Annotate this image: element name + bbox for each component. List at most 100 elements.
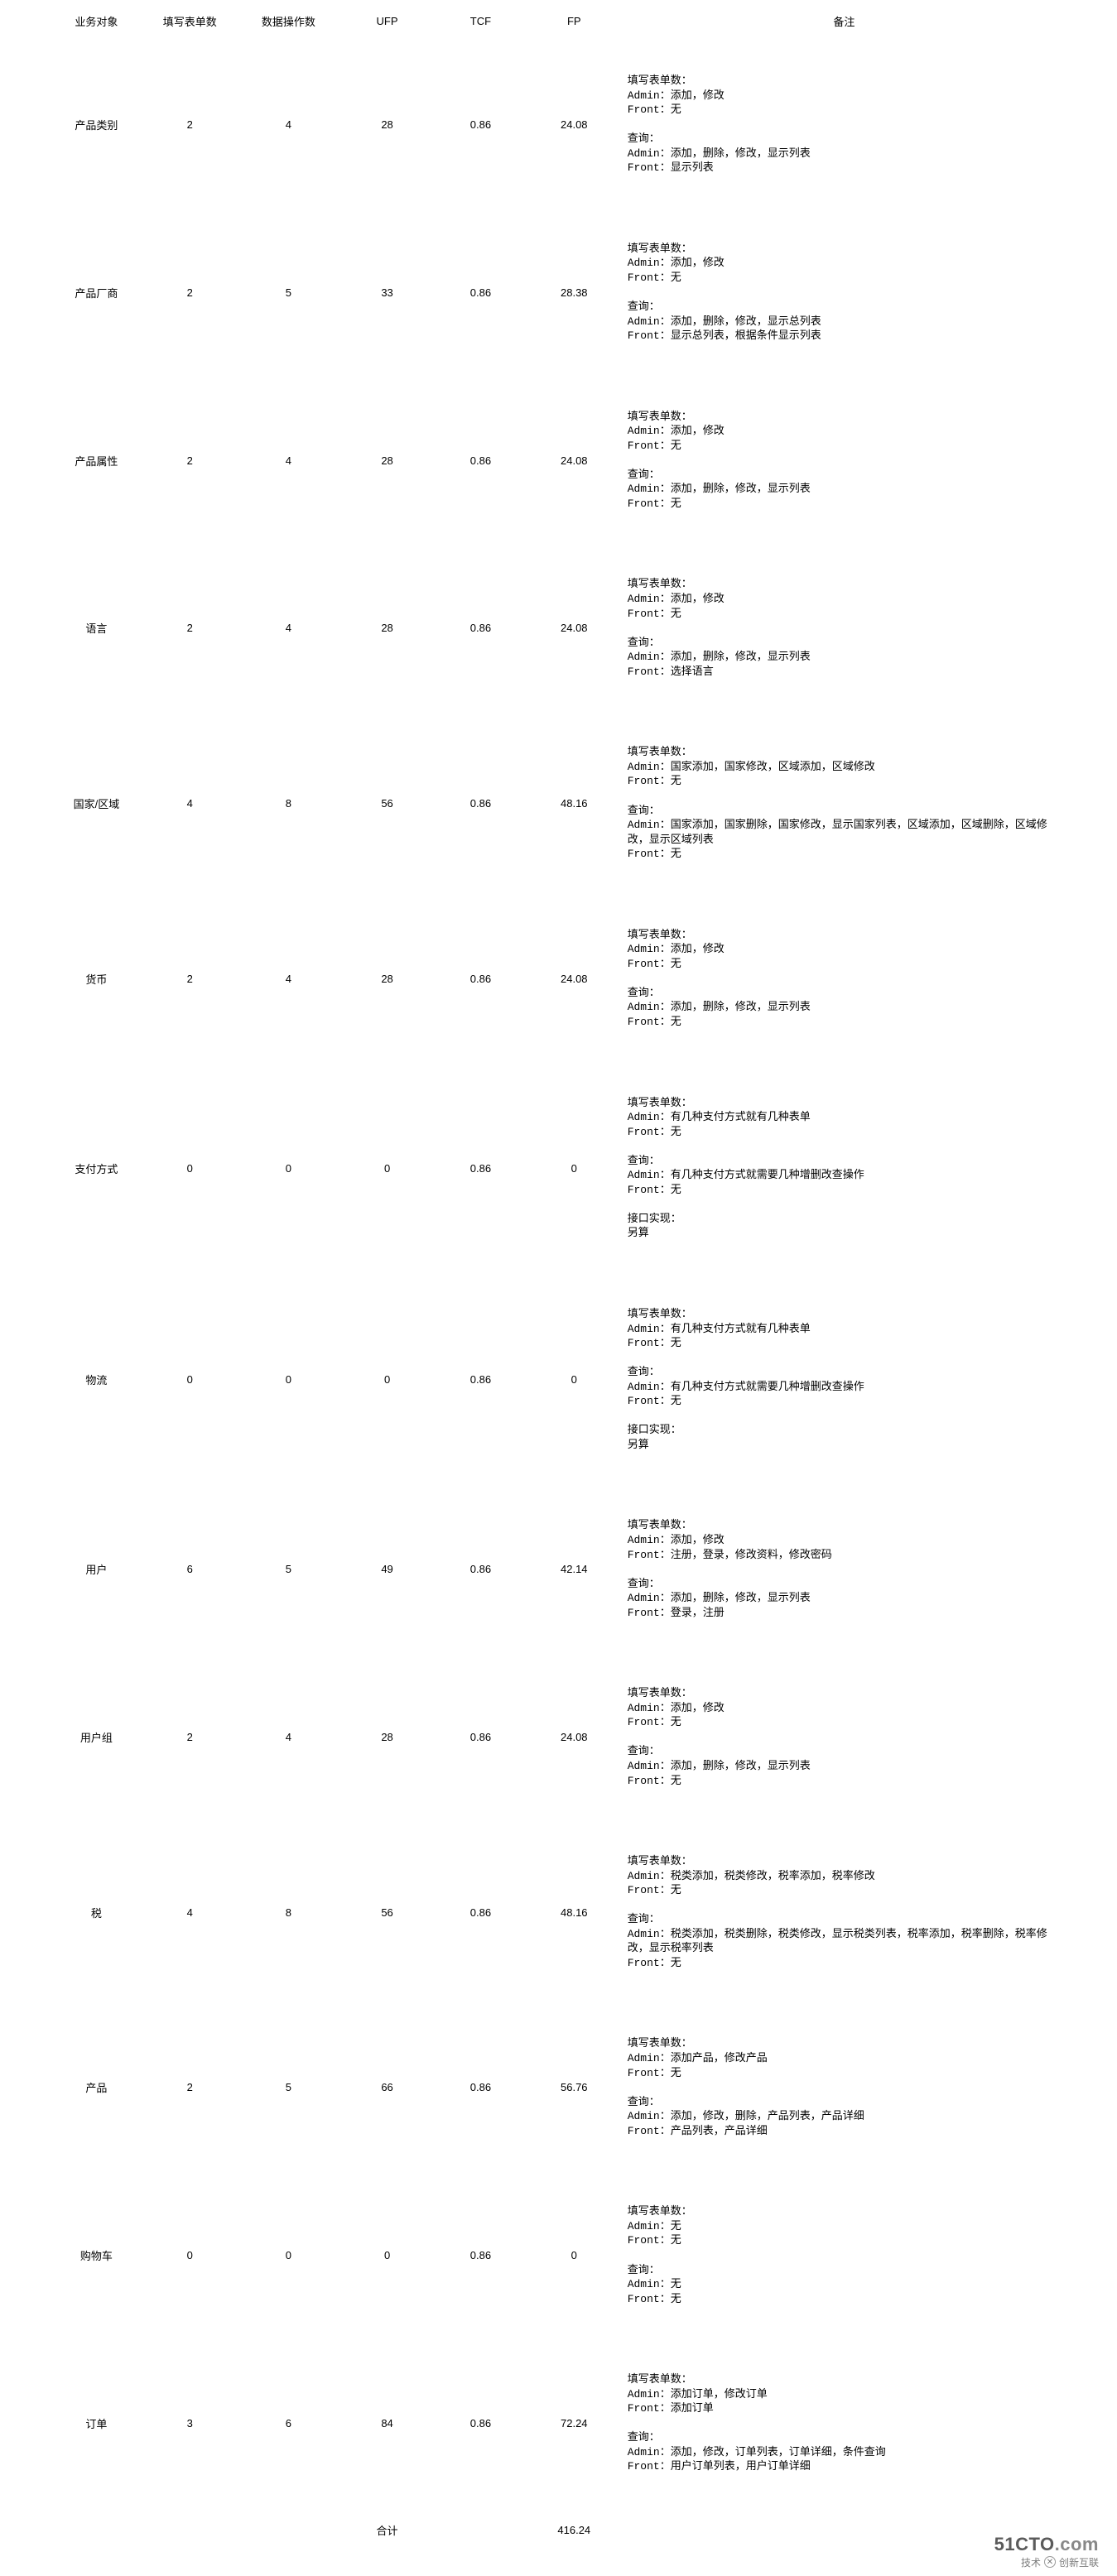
cell-notes: 填写表单数： Admin：添加产品，修改产品 Front：无 查询： Admin… [621, 2003, 1067, 2171]
table-row: 语言24280.8624.08填写表单数： Admin：添加，修改 Front：… [50, 544, 1067, 712]
table-row: 产品25660.8656.76填写表单数： Admin：添加产品，修改产品 Fr… [50, 2003, 1067, 2171]
cell-tcf: 0.86 [434, 2339, 527, 2507]
cell-ops: 0 [237, 1063, 340, 1274]
cell-fp: 56.76 [527, 2003, 621, 2171]
cell-fp: 0 [527, 2171, 621, 2339]
cell-notes: 填写表单数： Admin：添加，修改 Front：无 查询： Admin：添加，… [621, 895, 1067, 1063]
cell-ufp: 28 [340, 41, 434, 209]
cell-tcf: 0.86 [434, 1821, 527, 2003]
cell-fp: 24.08 [527, 544, 621, 712]
cell-obj: 购物车 [50, 2171, 143, 2339]
cell-ops: 4 [237, 895, 340, 1063]
cell-ops: 4 [237, 41, 340, 209]
cell-ufp: 0 [340, 2171, 434, 2339]
cell-obj: 税 [50, 1821, 143, 2003]
table-body: 产品类别24280.8624.08填写表单数： Admin：添加，修改 Fron… [50, 41, 1067, 2543]
cell-tcf: 0.86 [434, 712, 527, 894]
table-row: 货币24280.8624.08填写表单数： Admin：添加，修改 Front：… [50, 895, 1067, 1063]
cell-forms: 0 [143, 1274, 237, 1485]
cell-notes: 填写表单数： Admin：添加，修改 Front：无 查询： Admin：添加，… [621, 1653, 1067, 1821]
cell-tcf: 0.86 [434, 544, 527, 712]
table-row: 产品属性24280.8624.08填写表单数： Admin：添加，修改 Fron… [50, 377, 1067, 545]
header-notes: 备注 [621, 8, 1067, 41]
cell-tcf: 0.86 [434, 895, 527, 1063]
cell-ops: 8 [237, 712, 340, 894]
cell-tcf: 0.86 [434, 41, 527, 209]
cell-forms: 2 [143, 895, 237, 1063]
cell-forms: 6 [143, 1485, 237, 1653]
cell-fp: 48.16 [527, 1821, 621, 2003]
header-forms: 填写表单数 [143, 8, 237, 41]
header-fp: FP [527, 8, 621, 41]
cell-ops: 0 [237, 2171, 340, 2339]
cell-fp: 24.08 [527, 377, 621, 545]
cell-forms: 2 [143, 544, 237, 712]
table-header: 业务对象 填写表单数 数据操作数 UFP TCF FP 备注 [50, 8, 1067, 41]
cell-fp: 42.14 [527, 1485, 621, 1653]
cell-notes: 填写表单数： Admin：无 Front：无 查询： Admin：无 Front… [621, 2171, 1067, 2339]
cell-forms: 0 [143, 1063, 237, 1274]
table-row: 产品厂商25330.8628.38填写表单数： Admin：添加，修改 Fron… [50, 209, 1067, 377]
cell-obj: 物流 [50, 1274, 143, 1485]
table-row: 税48560.8648.16填写表单数： Admin：税类添加，税类修改，税率添… [50, 1821, 1067, 2003]
cell-forms: 2 [143, 41, 237, 209]
header-ops: 数据操作数 [237, 8, 340, 41]
cell-forms: 4 [143, 1821, 237, 2003]
cell-ufp: 0 [340, 1274, 434, 1485]
total-value: 416.24 [527, 2507, 621, 2543]
cell-fp: 24.08 [527, 1653, 621, 1821]
cell-obj: 语言 [50, 544, 143, 712]
cell-tcf: 0.86 [434, 209, 527, 377]
watermark-sub1: 技术 [1021, 2555, 1041, 2569]
watermark-logo-icon: ✕ [1044, 2556, 1056, 2568]
cell-ops: 4 [237, 377, 340, 545]
cell-notes: 填写表单数： Admin：有几种支付方式就有几种表单 Front：无 查询： A… [621, 1274, 1067, 1485]
cell-ops: 5 [237, 2003, 340, 2171]
cell-forms: 4 [143, 712, 237, 894]
cell-ufp: 56 [340, 1821, 434, 2003]
cell-forms: 2 [143, 1653, 237, 1821]
cell-ufp: 33 [340, 209, 434, 377]
table-row: 支付方式0000.860填写表单数： Admin：有几种支付方式就有几种表单 F… [50, 1063, 1067, 1274]
cell-obj: 产品属性 [50, 377, 143, 545]
table-row: 订单36840.8672.24填写表单数： Admin：添加订单，修改订单 Fr… [50, 2339, 1067, 2507]
cell-forms: 2 [143, 377, 237, 545]
cell-obj: 国家/区域 [50, 712, 143, 894]
cell-ops: 5 [237, 1485, 340, 1653]
cell-tcf: 0.86 [434, 1063, 527, 1274]
cell-ops: 6 [237, 2339, 340, 2507]
document-page: 业务对象 填写表单数 数据操作数 UFP TCF FP 备注 产品类别24280… [0, 0, 1117, 2576]
header-tcf: TCF [434, 8, 527, 41]
table-row: 购物车0000.860填写表单数： Admin：无 Front：无 查询： Ad… [50, 2171, 1067, 2339]
cell-notes: 填写表单数： Admin：添加订单，修改订单 Front：添加订单 查询： Ad… [621, 2339, 1067, 2507]
table-row: 国家/区域48560.8648.16填写表单数： Admin：国家添加，国家修改… [50, 712, 1067, 894]
table-row: 产品类别24280.8624.08填写表单数： Admin：添加，修改 Fron… [50, 41, 1067, 209]
watermark-sub2: 创新互联 [1059, 2555, 1099, 2569]
cell-ufp: 66 [340, 2003, 434, 2171]
cell-forms: 2 [143, 209, 237, 377]
cell-ops: 4 [237, 544, 340, 712]
cell-tcf: 0.86 [434, 1485, 527, 1653]
cell-ufp: 28 [340, 895, 434, 1063]
table-row: 用户65490.8642.14填写表单数： Admin：添加，修改 Front：… [50, 1485, 1067, 1653]
cell-tcf: 0.86 [434, 2003, 527, 2171]
cell-fp: 0 [527, 1063, 621, 1274]
watermark: 51CTO.com 技术 ✕ 创新互联 [994, 2534, 1099, 2569]
cell-forms: 0 [143, 2171, 237, 2339]
cell-tcf: 0.86 [434, 1274, 527, 1485]
cell-ufp: 28 [340, 1653, 434, 1821]
cell-fp: 24.08 [527, 41, 621, 209]
cell-ufp: 28 [340, 377, 434, 545]
cell-fp: 48.16 [527, 712, 621, 894]
cell-obj: 产品厂商 [50, 209, 143, 377]
table-row: 用户组24280.8624.08填写表单数： Admin：添加，修改 Front… [50, 1653, 1067, 1821]
cell-ops: 4 [237, 1653, 340, 1821]
cell-obj: 产品类别 [50, 41, 143, 209]
table-row: 物流0000.860填写表单数： Admin：有几种支付方式就有几种表单 Fro… [50, 1274, 1067, 1485]
cell-obj: 用户组 [50, 1653, 143, 1821]
cell-ufp: 49 [340, 1485, 434, 1653]
total-label: 合计 [340, 2507, 434, 2543]
cell-fp: 24.08 [527, 895, 621, 1063]
cell-forms: 3 [143, 2339, 237, 2507]
cell-notes: 填写表单数： Admin：国家添加，国家修改，区域添加，区域修改 Front：无… [621, 712, 1067, 894]
